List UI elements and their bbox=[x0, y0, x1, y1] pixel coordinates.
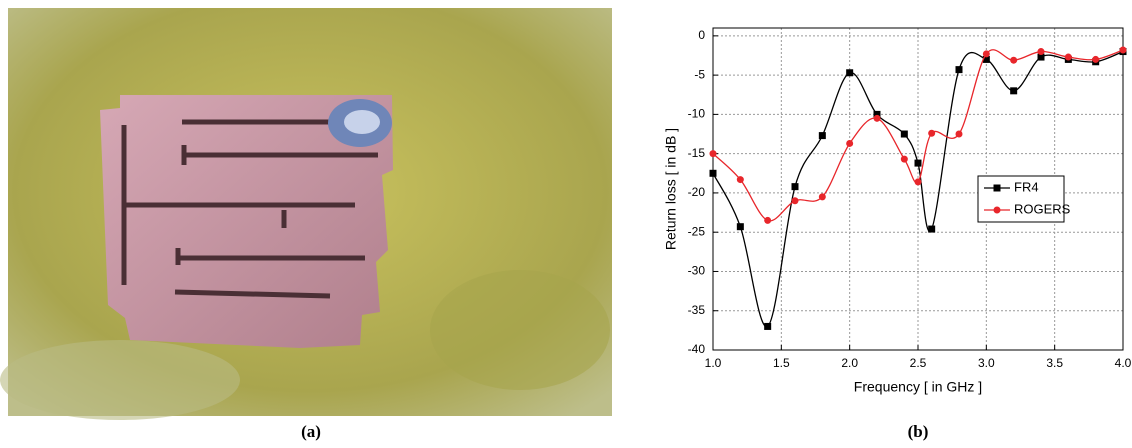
y-tick-label: -5 bbox=[694, 67, 705, 81]
y-tick-label: -35 bbox=[688, 303, 706, 317]
photo-shade bbox=[0, 340, 240, 420]
caption: (a) bbox=[301, 422, 321, 441]
x-tick-label: 1.0 bbox=[705, 356, 722, 370]
photo bbox=[0, 8, 612, 420]
marker bbox=[818, 132, 826, 140]
marker bbox=[873, 114, 881, 122]
marker bbox=[846, 139, 854, 147]
marker bbox=[764, 322, 772, 330]
y-tick-label: -15 bbox=[688, 146, 706, 160]
x-tick-label: 2.5 bbox=[910, 356, 927, 370]
marker bbox=[928, 129, 936, 137]
marker bbox=[900, 155, 908, 163]
antenna-slots bbox=[121, 119, 378, 299]
plot-frame bbox=[712, 27, 1124, 351]
legend-marker bbox=[993, 206, 1001, 214]
photo-shade bbox=[430, 270, 610, 390]
y-tick-label: -10 bbox=[688, 107, 706, 121]
legend-box bbox=[977, 175, 1065, 223]
marker bbox=[709, 169, 717, 177]
y-tick-label: 0 bbox=[698, 28, 705, 42]
antenna-board bbox=[100, 95, 393, 348]
marker bbox=[982, 50, 990, 58]
marker bbox=[1037, 53, 1045, 61]
marker bbox=[1037, 48, 1045, 56]
marker bbox=[1010, 56, 1018, 64]
marker bbox=[1092, 55, 1100, 63]
marker bbox=[928, 225, 936, 233]
x-axis-label: Frequency [ in GHz ] bbox=[854, 379, 982, 395]
marker bbox=[1119, 46, 1127, 54]
marker bbox=[982, 55, 990, 63]
marker bbox=[846, 69, 854, 77]
marker bbox=[955, 66, 963, 74]
y-tick-label: -30 bbox=[688, 264, 706, 278]
marker bbox=[791, 183, 799, 191]
caption: (b) bbox=[908, 422, 929, 441]
legend-label: FR4 bbox=[1014, 179, 1039, 194]
marker bbox=[955, 130, 963, 138]
marker bbox=[914, 159, 922, 167]
marker bbox=[818, 193, 826, 201]
marker bbox=[1010, 87, 1018, 95]
x-tick-label: 3.5 bbox=[1046, 356, 1063, 370]
legend-marker bbox=[993, 184, 1001, 192]
marker bbox=[900, 130, 908, 138]
marker bbox=[1064, 53, 1072, 61]
x-tick-label: 4.0 bbox=[1115, 356, 1132, 370]
marker bbox=[736, 223, 744, 231]
solder-blob bbox=[344, 110, 380, 134]
y-tick-label: -25 bbox=[688, 224, 706, 238]
marker bbox=[791, 197, 799, 205]
x-tick-label: 3.0 bbox=[978, 356, 995, 370]
y-axis-label: Return loss [ in dB ] bbox=[663, 128, 679, 250]
marker bbox=[873, 110, 881, 118]
y-tick-label: -20 bbox=[688, 185, 706, 199]
marker bbox=[709, 150, 717, 158]
x-tick-label: 1.5 bbox=[773, 356, 790, 370]
x-tick-label: 2.0 bbox=[841, 356, 858, 370]
legend-label: ROGERS bbox=[1014, 201, 1071, 216]
y-tick-label: -40 bbox=[688, 342, 706, 356]
marker bbox=[736, 176, 744, 184]
marker bbox=[764, 216, 772, 224]
marker bbox=[914, 178, 922, 186]
